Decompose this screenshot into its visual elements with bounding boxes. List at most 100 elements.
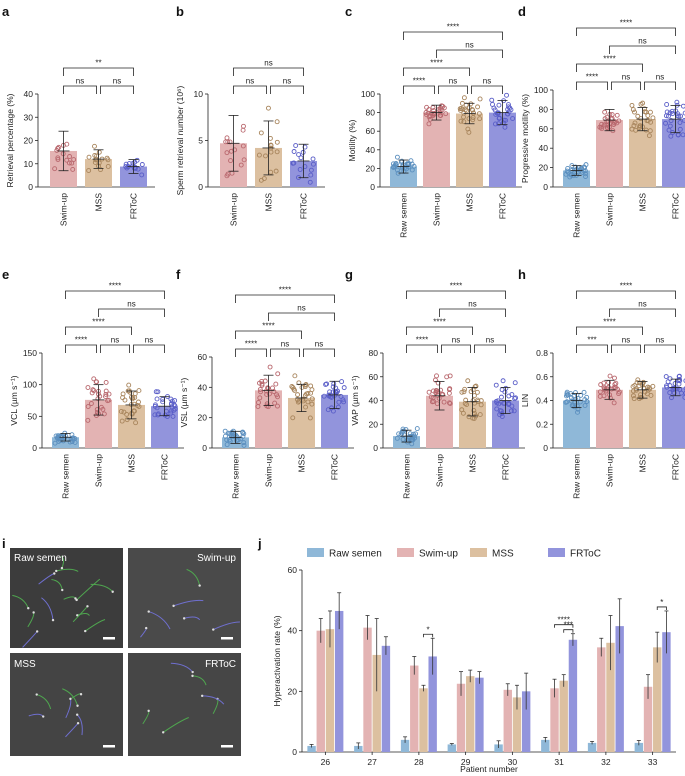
significance-label: ns <box>622 336 630 345</box>
significance-label: * <box>427 625 430 634</box>
data-point <box>633 387 639 393</box>
data-point <box>259 382 265 388</box>
data-point <box>502 389 508 395</box>
bar-swim <box>550 688 559 752</box>
significance-label: ns <box>452 336 460 345</box>
x-tick-label: FRToC <box>330 454 340 480</box>
y-tick-label: 40 <box>539 143 549 153</box>
data-point <box>321 393 327 399</box>
data-point <box>238 162 244 168</box>
data-point <box>256 400 261 405</box>
data-point <box>477 412 483 418</box>
data-point <box>457 106 463 112</box>
data-point <box>648 393 654 398</box>
data-point <box>466 116 472 122</box>
data-point <box>650 115 656 121</box>
significance-label: **** <box>620 19 632 28</box>
significance-bracket <box>406 344 438 353</box>
sperm-track <box>192 675 207 686</box>
data-point <box>152 403 158 409</box>
data-point <box>399 429 405 435</box>
bar-raw <box>307 745 316 752</box>
sperm-head <box>144 626 148 630</box>
data-point <box>601 393 607 399</box>
x-tick-label: FRToC <box>501 454 511 480</box>
significance-bracket <box>403 31 503 40</box>
data-point <box>308 383 314 389</box>
data-point <box>635 113 641 119</box>
bar-mss <box>419 688 428 752</box>
significance-bracket <box>576 290 676 299</box>
data-point <box>66 160 72 166</box>
significance-bracket <box>270 85 304 94</box>
data-point <box>90 387 96 393</box>
significance-bracket <box>235 294 335 303</box>
bar-swim <box>363 627 372 752</box>
panel-h-chart: 0 0.2 0.4 0.6 0.8 LIN Raw semen Swim-up MSS FRToC… <box>520 282 685 499</box>
data-point <box>463 397 469 403</box>
data-point <box>323 382 329 387</box>
data-point <box>462 386 468 392</box>
sperm-head <box>172 604 175 608</box>
significance-bracket <box>98 308 165 317</box>
data-point <box>643 127 649 133</box>
significance-bracket <box>644 344 676 353</box>
data-point <box>670 111 675 117</box>
significance-label: **** <box>109 282 121 291</box>
panel-label-a: a <box>2 4 10 19</box>
panel-label-g: g <box>345 267 353 282</box>
significance-bracket <box>403 67 470 76</box>
y-tick-label: 0.2 <box>536 419 548 429</box>
scale-bar <box>103 745 115 748</box>
data-point <box>667 390 673 396</box>
significance-label: ns <box>145 336 153 345</box>
panel-label-f: f <box>176 267 181 282</box>
data-point <box>677 126 683 132</box>
x-tick-label: Raw semen <box>572 454 582 499</box>
data-point <box>126 382 132 388</box>
y-tick-label: 0 <box>202 443 207 453</box>
y-tick-label: 0 <box>198 182 203 192</box>
x-tick-label: Raw semen <box>399 193 409 238</box>
y-tick-label: 40 <box>288 626 298 636</box>
data-point <box>427 116 433 122</box>
data-point <box>612 375 617 381</box>
data-point <box>414 426 420 432</box>
x-tick-label: MSS <box>638 193 648 212</box>
sperm-track <box>60 555 65 569</box>
data-point <box>123 161 129 167</box>
data-point <box>602 116 608 122</box>
data-point <box>478 402 484 408</box>
data-point <box>308 172 314 178</box>
data-point <box>498 394 504 400</box>
sperm-head <box>55 569 58 573</box>
sperm-head <box>32 611 35 614</box>
data-point <box>72 435 78 441</box>
y-tick-label: 0.8 <box>536 348 548 358</box>
sperm-track <box>202 695 225 705</box>
bar-swim <box>503 689 512 752</box>
significance-bracket <box>576 27 676 36</box>
legend-label: MSS <box>492 549 514 560</box>
data-point <box>630 384 636 390</box>
bar-raw <box>634 742 644 752</box>
data-point <box>645 118 651 123</box>
y-axis-label: Motility (%) <box>347 119 357 161</box>
data-point <box>340 397 346 403</box>
y-axis-label: VCL (µm s⁻¹) <box>9 375 19 425</box>
data-point <box>425 110 431 116</box>
data-point <box>69 160 75 166</box>
data-point <box>646 133 652 139</box>
panel-a-chart: 0 10 20 30 40 Retrieval percentage (%) Swim-up… <box>5 59 155 226</box>
data-point <box>664 102 670 107</box>
y-axis-label: Retrieval percentage (%) <box>5 93 15 187</box>
data-point <box>307 415 313 421</box>
significance-bracket <box>576 344 608 353</box>
data-point <box>393 161 399 166</box>
data-point <box>232 147 238 153</box>
data-point <box>267 135 273 141</box>
significance-label: **** <box>92 318 104 327</box>
y-tick-label: 40 <box>198 382 208 392</box>
data-point <box>303 392 308 398</box>
